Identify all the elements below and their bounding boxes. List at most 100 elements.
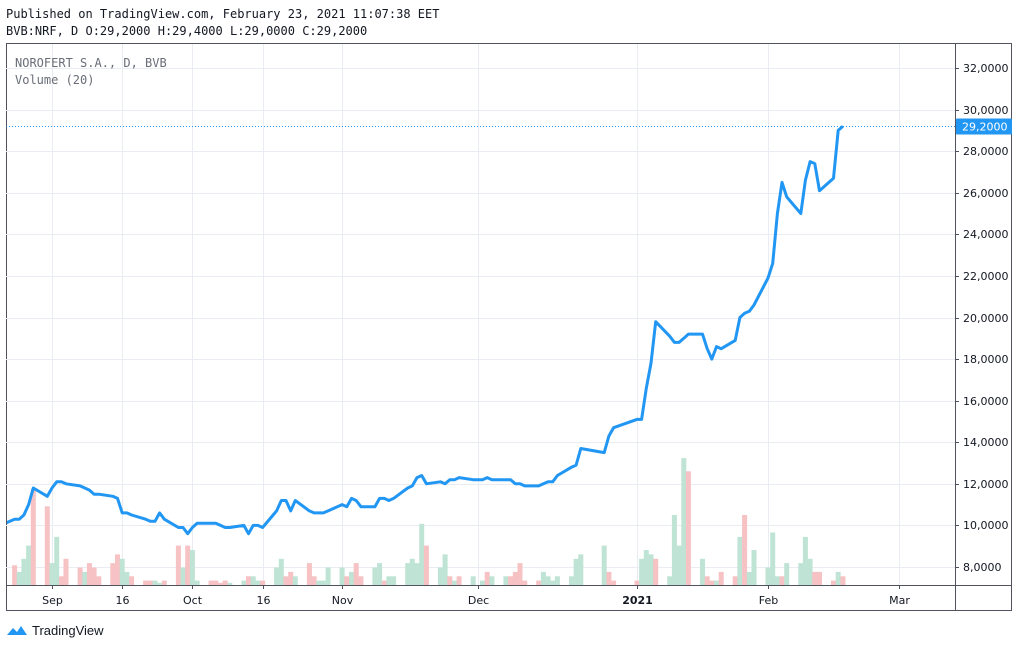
volume-bar: [840, 576, 846, 585]
volume-bar: [278, 558, 284, 585]
volume-bar: [648, 554, 654, 585]
y-tick-label: 14,0000: [963, 436, 1009, 449]
volume-bar: [442, 554, 448, 585]
volume-bar: [157, 582, 163, 585]
volume-bar: [676, 545, 682, 585]
volume-bar: [189, 550, 195, 585]
volume-bar: [54, 536, 60, 585]
volume-bar: [325, 567, 331, 585]
volume-bar: [320, 580, 326, 585]
volume-bar: [227, 582, 233, 585]
last-price-marker: 29,2000: [956, 118, 1012, 135]
tradingview-brand[interactable]: TradingView: [6, 620, 104, 640]
last-price-box: [956, 118, 1012, 135]
volume-bar: [718, 571, 724, 585]
volume-bar: [409, 558, 415, 585]
volume-bar: [812, 571, 818, 585]
volume-bar: [480, 580, 485, 585]
volume-bar: [470, 576, 476, 585]
volume-bar: [831, 580, 836, 585]
volume-bar: [260, 580, 266, 585]
volume-bar: [437, 567, 443, 585]
volume-bar: [129, 576, 135, 585]
volume-bar: [765, 567, 771, 585]
volume-bar: [161, 580, 167, 585]
price-line: [7, 125, 844, 536]
volume-bar: [344, 576, 350, 585]
volume-bar: [681, 458, 687, 585]
x-tick-label: Feb: [759, 594, 778, 607]
volume-bar: [550, 580, 556, 585]
volume-bar: [12, 565, 18, 585]
volume-bar: [283, 576, 289, 585]
volume-bar: [770, 532, 776, 585]
volume-bar: [358, 576, 364, 585]
volume-bar: [180, 567, 186, 585]
volume-bar: [737, 536, 743, 585]
y-tick-label: 16,0000: [963, 395, 1009, 408]
volume-bar: [714, 580, 719, 585]
y-tick-label: 30,0000: [963, 104, 1009, 117]
volume-bar: [241, 580, 247, 585]
volume-bar: [96, 576, 102, 585]
y-tick-label: 8,0000: [963, 561, 1002, 574]
volume-bar: [751, 550, 757, 585]
last-price-label: 29,2000: [962, 121, 1008, 134]
y-tick-label: 12,0000: [963, 478, 1009, 491]
volume-bar: [222, 580, 228, 585]
y-tick-label: 10,0000: [963, 519, 1009, 532]
volume-bar: [349, 571, 354, 585]
volume-bar: [213, 580, 219, 585]
volume-bar: [147, 580, 153, 585]
volume-bar: [44, 506, 50, 585]
price-chart[interactable]: 32,0000 30,0000 28,0000 26,0000 24,0000 22,00…: [0, 0, 1019, 618]
volume-bar: [512, 571, 518, 585]
volume-bar: [700, 558, 705, 585]
brand-name: TradingView: [32, 622, 104, 638]
volume-bar: [784, 563, 790, 585]
volume-bar: [391, 576, 397, 585]
volume-bar: [405, 563, 411, 585]
volume-bar: [21, 558, 27, 585]
grid: [6, 44, 955, 585]
tradingview-logo-icon: [7, 626, 27, 635]
x-tick-label: 16: [116, 594, 130, 607]
x-tick-label: Oct: [183, 594, 203, 607]
legend-volume: Volume (20): [15, 73, 94, 87]
volume-bar: [545, 576, 551, 585]
x-tick-label: 16: [257, 594, 271, 607]
volume-bar: [353, 563, 359, 585]
volume-bar: [835, 571, 841, 585]
x-tick-label: 2021: [622, 594, 653, 607]
volume-bar: [306, 563, 312, 585]
volume-bar: [372, 567, 378, 585]
y-axis: 32,0000 30,0000 28,0000 26,0000 24,0000 22,00…: [955, 62, 1009, 574]
volume-bar: [152, 580, 158, 585]
volume-bar: [194, 580, 200, 585]
volume-bar: [250, 576, 256, 585]
volume-bar: [732, 576, 738, 585]
volume-bar: [774, 576, 780, 585]
volume-bar: [115, 554, 120, 585]
volume-bar: [386, 576, 392, 585]
chart-frame: [6, 43, 1012, 611]
volume-bar: [110, 563, 116, 585]
volume-bar: [63, 558, 69, 585]
volume-bar: [742, 515, 748, 585]
volume-bar: [119, 558, 125, 585]
volume-bar: [704, 576, 710, 585]
volume-bar: [49, 563, 55, 585]
y-tick-label: 20,0000: [963, 312, 1009, 325]
volume-bar: [381, 580, 387, 585]
volume-bar: [779, 576, 785, 585]
volume-bar: [292, 576, 298, 585]
x-tick-label: Dec: [468, 594, 489, 607]
volume-bar: [143, 580, 149, 585]
volume-bar: [246, 576, 251, 585]
volume-bar: [653, 558, 659, 585]
volume-bar: [709, 580, 715, 585]
volume-bar: [578, 554, 584, 585]
volume-bar: [508, 576, 514, 585]
volume-bar: [447, 576, 453, 585]
volume-bar: [746, 571, 752, 585]
